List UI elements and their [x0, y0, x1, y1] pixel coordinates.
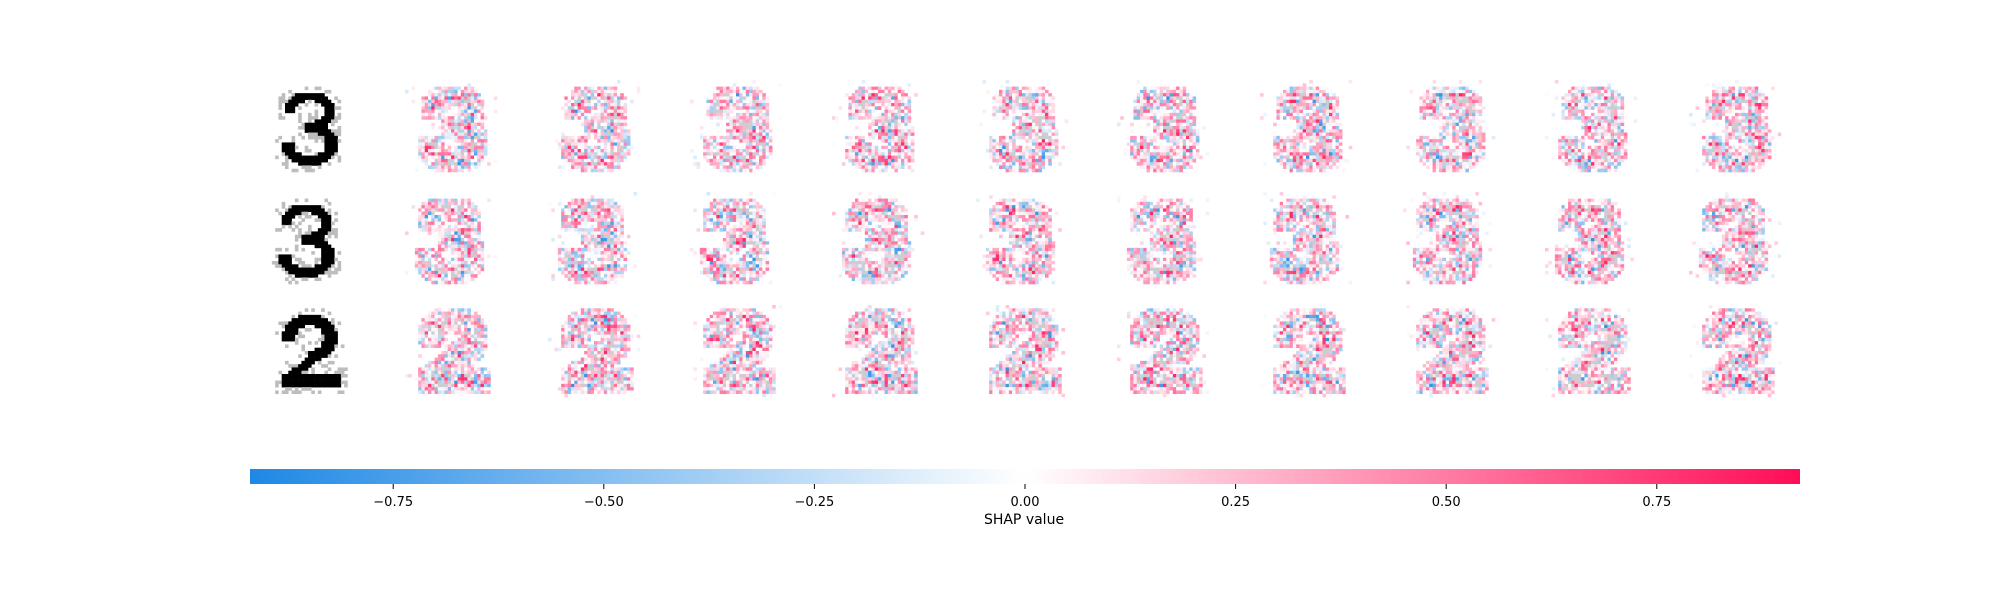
- input-digit-image: [271, 198, 342, 285]
- input-digit-image: [275, 86, 342, 173]
- shap-explanation-image: [690, 80, 783, 173]
- shap-explanation-image: [693, 305, 783, 398]
- shap-explanation-image: [1117, 308, 1210, 398]
- shap-explanation-image: [1260, 80, 1353, 173]
- shap-explanation-image: [405, 83, 498, 173]
- colorbar-tick-label: 0.50: [1432, 495, 1461, 510]
- input-digit-image: [275, 308, 348, 395]
- image-grid: [271, 80, 1782, 398]
- colorbar-tick-label: −0.75: [373, 495, 413, 510]
- shap-explanation-image: [1545, 80, 1638, 173]
- shap-explanation-image: [832, 192, 925, 285]
- shap-explanation-image: [985, 305, 1066, 398]
- shap-explanation-image: [976, 192, 1062, 285]
- colorbar-tick-label: −0.25: [794, 495, 834, 510]
- shap-explanation-image: [1403, 192, 1493, 285]
- shap-explanation-image: [1689, 80, 1782, 173]
- colorbar: −0.75 −0.50 −0.25 0.00 0.25 0.50 0.75 SHAP val…: [250, 469, 1800, 528]
- shap-explanation-image: [1117, 80, 1210, 173]
- colorbar-tick-label: 0.75: [1642, 495, 1671, 510]
- shap-explanation-image: [548, 192, 638, 285]
- shap-explanation-image: [405, 308, 498, 395]
- shap-explanation-image: [1689, 192, 1782, 285]
- shap-explanation-image: [1260, 308, 1353, 398]
- shap-explanation-image: [1406, 80, 1496, 173]
- shap-explanation-image: [690, 192, 776, 285]
- shap-explanation-image: [1117, 195, 1210, 285]
- colorbar-label: SHAP value: [984, 512, 1064, 528]
- shap-explanation-image: [1406, 305, 1496, 398]
- colorbar-tick-label: 0.25: [1221, 495, 1250, 510]
- shap-explanation-image: [1689, 305, 1782, 398]
- colorbar-tick-label: 0.00: [1011, 495, 1040, 510]
- shap-explanation-image: [405, 198, 498, 285]
- shap-explanation-image: [1263, 192, 1353, 285]
- shap-explanation-image: [1545, 198, 1635, 285]
- shap-explanation-image: [832, 80, 922, 173]
- shap-explanation-image: [548, 308, 641, 398]
- colorbar-ticks: −0.75 −0.50 −0.25 0.00 0.25 0.50 0.75: [373, 484, 1671, 510]
- shap-explanation-image: [554, 80, 641, 173]
- colorbar-gradient: [250, 469, 1800, 484]
- shap-explanation-image: [979, 80, 1069, 173]
- shap-explanation-image: [1545, 308, 1631, 398]
- colorbar-tick-label: −0.50: [584, 495, 624, 510]
- shap-explanation-image: [832, 305, 925, 398]
